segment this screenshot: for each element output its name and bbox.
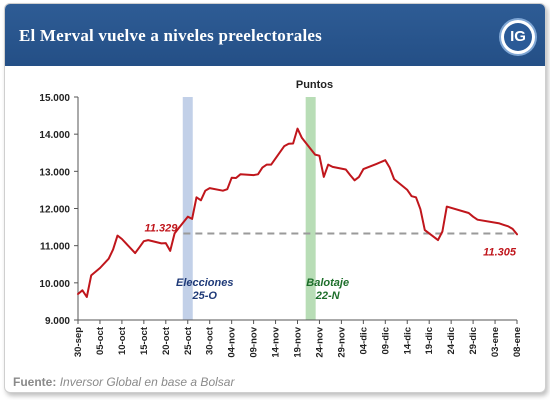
event-date-label: 22-N: [315, 290, 341, 302]
header-bar: El Merval vuelve a niveles preelectorale…: [5, 4, 545, 66]
y-tick-label: 14.000: [39, 130, 70, 141]
x-tick-label: 19-nov: [293, 326, 304, 357]
y-tick-label: 10.000: [39, 279, 70, 290]
chart-headline: El Merval vuelve a niveles preelectorale…: [19, 26, 322, 45]
source-label: Fuente:: [13, 375, 57, 389]
event-date-label: 25-O: [192, 290, 218, 302]
source-text: Inversor Global en base a Bolsar: [59, 375, 235, 389]
x-tick-label: 14-dic: [402, 327, 413, 354]
y-tick-label: 12.000: [39, 205, 70, 216]
x-tick-label: 29-dic: [468, 327, 479, 354]
y-tick-label: 9.000: [45, 316, 70, 327]
x-tick-label: 24-nov: [314, 326, 325, 357]
x-tick-label: 10-oct: [117, 326, 128, 355]
chart-card: El Merval vuelve a niveles preelectorale…: [4, 3, 546, 393]
event-label: Balotaje: [306, 277, 349, 289]
ig-logo-text: IG: [504, 23, 532, 51]
x-tick-label: 30-oct: [205, 326, 216, 355]
x-tick-label: 24-dic: [446, 327, 457, 354]
x-tick-label: 04-dic: [358, 327, 369, 354]
x-tick-label: 30-sep: [73, 327, 84, 357]
x-tick-label: 14-nov: [271, 326, 282, 357]
x-tick-label: 19-dic: [424, 327, 435, 354]
y-tick-label: 13.000: [39, 167, 70, 178]
chart-title: Puntos: [296, 79, 333, 91]
source-footer: Fuente: Inversor Global en base a Bolsar: [13, 375, 234, 389]
start-value-label: 11.329: [145, 222, 179, 234]
event-band: [182, 97, 193, 320]
x-tick-label: 09-dic: [380, 327, 391, 354]
series-line-merval: [77, 127, 518, 298]
ig-logo: IG: [501, 20, 535, 54]
x-tick-label: 25-oct: [183, 326, 194, 355]
line-chart: 9.000 10.000 11.000 12.000 13.000 14.000 15.00…: [39, 79, 523, 358]
x-tick-label: 04-nov: [227, 326, 238, 357]
event-label: Elecciones: [176, 277, 233, 289]
end-value-label: 11.305: [483, 246, 517, 258]
x-tick-label: 09-nov: [249, 326, 260, 357]
x-tick-label: 08-ene: [512, 327, 523, 357]
x-tick-label: 03-ene: [490, 327, 501, 357]
x-tick-label: 20-oct: [161, 326, 172, 355]
x-tick-label: 05-oct: [95, 326, 106, 355]
y-tick-label: 15.000: [39, 93, 70, 104]
x-tick-label: 15-oct: [139, 326, 150, 355]
y-tick-label: 11.000: [40, 242, 70, 253]
x-tick-label: 29-nov: [336, 326, 347, 357]
event-band: [305, 97, 316, 320]
